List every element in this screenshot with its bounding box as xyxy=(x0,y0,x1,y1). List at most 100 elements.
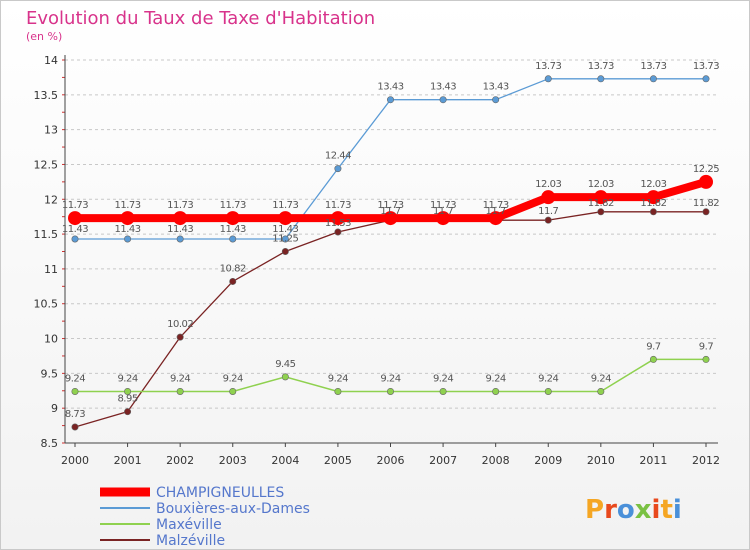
data-point xyxy=(124,235,132,243)
data-label: 11.82 xyxy=(693,198,719,209)
y-tick-label: 10.5 xyxy=(34,298,59,311)
data-label: 11.7 xyxy=(538,206,558,217)
x-tick-label: 2007 xyxy=(429,454,457,467)
data-label: 9.24 xyxy=(486,373,506,384)
x-tick-label: 2011 xyxy=(639,454,667,467)
data-label: 13.43 xyxy=(483,82,509,93)
data-label: 11.53 xyxy=(325,218,351,229)
data-point xyxy=(68,211,82,226)
data-label: 9.45 xyxy=(275,359,295,370)
y-tick-label: 13.5 xyxy=(34,89,59,102)
x-tick-label: 2001 xyxy=(114,454,142,467)
data-point xyxy=(541,190,556,205)
data-point xyxy=(492,387,500,395)
data-label: 11.73 xyxy=(115,200,141,211)
data-point xyxy=(492,96,500,104)
data-point xyxy=(646,190,661,205)
x-tick-label: 2005 xyxy=(324,454,352,467)
y-tick-label: 14 xyxy=(44,54,58,67)
data-point xyxy=(281,373,289,381)
data-label: 11.73 xyxy=(430,200,456,211)
data-point xyxy=(278,211,293,226)
data-label: 8.73 xyxy=(65,409,85,420)
x-tick-label: 2008 xyxy=(482,454,510,467)
data-point xyxy=(597,75,605,83)
data-point xyxy=(176,333,184,341)
data-label: 11.7 xyxy=(380,206,400,217)
series-group xyxy=(68,75,713,431)
data-point xyxy=(544,387,552,395)
data-point xyxy=(229,277,237,285)
data-label: 9.24 xyxy=(170,373,190,384)
data-point xyxy=(439,387,447,395)
data-label: 13.43 xyxy=(377,82,403,93)
data-point xyxy=(330,211,345,226)
data-point xyxy=(649,75,657,83)
data-label: 9.24 xyxy=(328,373,348,384)
y-tick-label: 12 xyxy=(44,193,58,206)
data-label: 13.73 xyxy=(693,61,719,72)
data-point xyxy=(702,75,710,83)
x-tick-label: 2003 xyxy=(219,454,247,467)
data-label: 9.24 xyxy=(223,373,243,384)
data-point xyxy=(71,235,79,243)
x-tick-label: 2009 xyxy=(534,454,562,467)
data-label: 11.43 xyxy=(167,224,193,235)
brand-logo: Proxiti xyxy=(585,495,682,525)
data-label: 11.73 xyxy=(272,200,298,211)
data-label: 11.73 xyxy=(220,200,246,211)
data-point xyxy=(439,96,447,104)
y-tick-label: 9 xyxy=(51,402,58,415)
data-label: 9.24 xyxy=(591,373,611,384)
data-label: 11.73 xyxy=(62,200,88,211)
x-tick-label: 2000 xyxy=(61,454,89,467)
data-point xyxy=(597,387,605,395)
data-label: 11.73 xyxy=(483,200,509,211)
data-label: 9.7 xyxy=(646,341,661,352)
data-point xyxy=(225,211,240,226)
y-tick-label: 13 xyxy=(44,124,58,137)
y-tick-label: 12.5 xyxy=(34,158,59,171)
x-tick-label: 2010 xyxy=(587,454,615,467)
data-label: 11.7 xyxy=(433,206,453,217)
y-tick-label: 11 xyxy=(44,263,58,276)
data-label: 13.73 xyxy=(588,61,614,72)
axes: 8.5 9 9.5 10 10.5 11 11.5 12 12.5 13 13.5 14 2000 200… xyxy=(34,54,721,467)
data-point xyxy=(176,235,184,243)
data-point xyxy=(488,211,503,226)
data-label: 11.25 xyxy=(272,234,298,245)
data-point xyxy=(229,387,237,395)
data-point xyxy=(593,190,608,205)
data-point xyxy=(173,211,188,226)
data-point xyxy=(176,387,184,395)
data-point xyxy=(281,248,289,256)
data-label: 11.73 xyxy=(325,200,351,211)
data-point xyxy=(386,387,394,395)
data-label: 9.24 xyxy=(65,373,85,384)
data-label: 11.82 xyxy=(588,198,614,209)
data-point xyxy=(544,75,552,83)
data-point xyxy=(71,387,79,395)
data-label: 9.7 xyxy=(699,341,714,352)
data-point xyxy=(597,208,605,216)
data-label: 13.73 xyxy=(535,61,561,72)
data-point xyxy=(120,211,135,226)
data-point xyxy=(124,387,132,395)
data-label: 9.24 xyxy=(380,373,400,384)
grid xyxy=(65,59,718,444)
data-point xyxy=(229,235,237,243)
x-tick-label: 2012 xyxy=(692,454,720,467)
data-point xyxy=(702,208,710,216)
y-tick-label: 9.5 xyxy=(41,367,59,380)
legend-label: Malzéville xyxy=(156,533,225,549)
chart-title: Evolution du Taux de Taxe d'Habitation xyxy=(26,8,375,29)
data-label: 11.43 xyxy=(115,224,141,235)
data-label: 9.24 xyxy=(538,373,558,384)
x-tick-label: 2006 xyxy=(377,454,405,467)
y-tick-label: 8.5 xyxy=(41,437,59,450)
data-point xyxy=(281,235,289,243)
data-label: 8.95 xyxy=(117,394,137,405)
data-label: 12.03 xyxy=(535,179,561,190)
data-label: 12.25 xyxy=(693,164,719,175)
legend-label: Bouxières-aux-Dames xyxy=(156,501,310,517)
